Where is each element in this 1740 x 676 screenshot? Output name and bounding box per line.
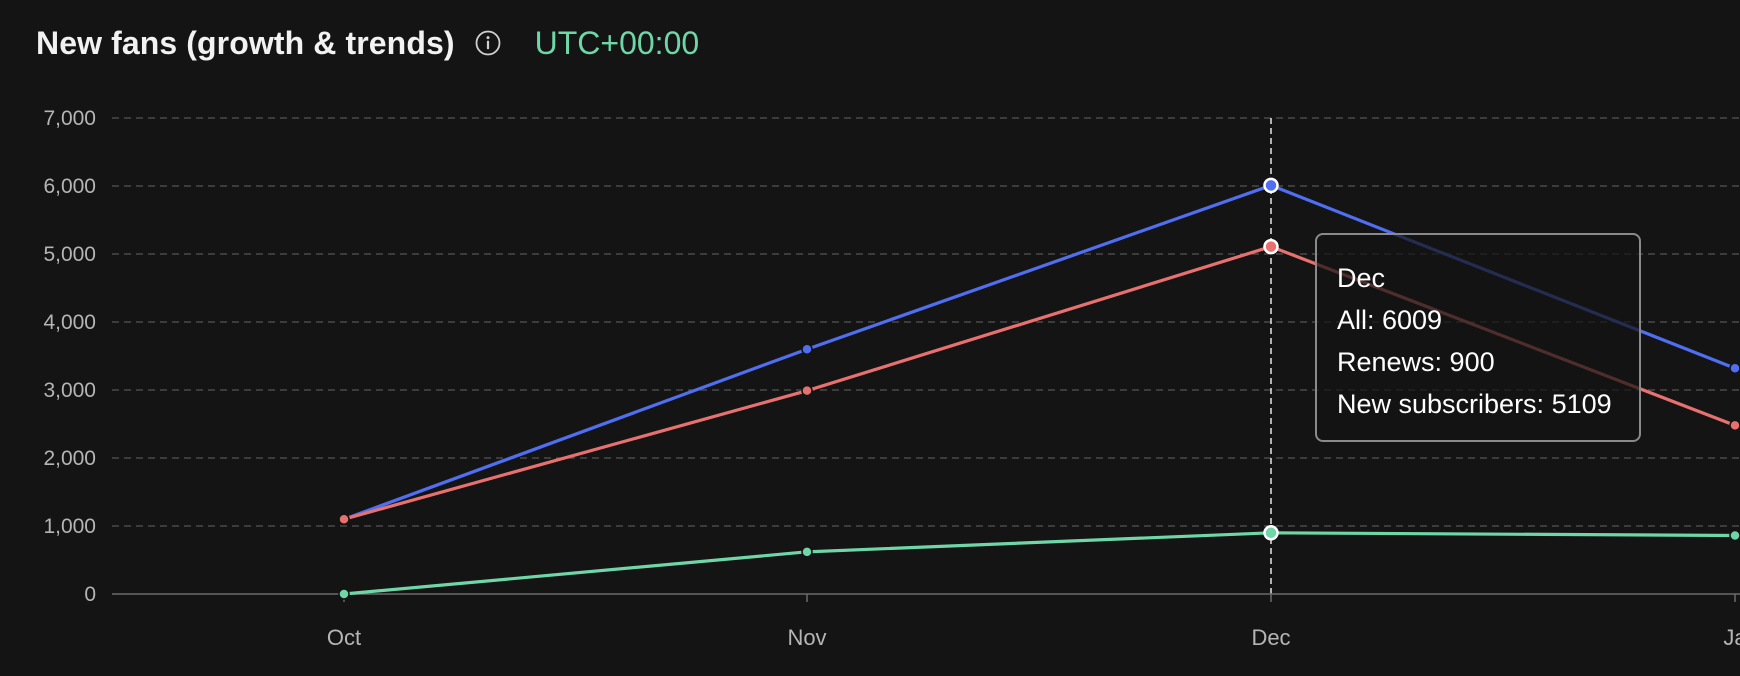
series-line-renews	[343, 531, 1736, 596]
info-circle-icon[interactable]	[475, 30, 501, 56]
chart-tooltip: Dec All: 6009 Renews: 900 New subscriber…	[1315, 233, 1641, 442]
axis-layer: 0 1,000 2,000 3,000 4,000 5,000 6,000 7,000 Oct N…	[43, 107, 1740, 650]
tooltip-all: All: 6009	[1337, 305, 1443, 335]
data-point-new_subscribers[interactable]	[801, 384, 813, 397]
data-point-all[interactable]	[1263, 177, 1279, 194]
data-point-renews[interactable]	[1729, 529, 1740, 542]
chart-title: New fans (growth & trends)	[36, 24, 455, 61]
data-point-new_subscribers[interactable]	[1263, 238, 1279, 255]
y-tick-label: 7,000	[43, 107, 96, 130]
data-point-all[interactable]	[801, 343, 813, 355]
y-tick-label: 3,000	[43, 379, 96, 402]
y-tick-label: 0	[84, 583, 96, 606]
data-point-all[interactable]	[1729, 362, 1740, 374]
y-tick-label: 2,000	[43, 447, 96, 470]
tooltip-renews: Renews: 900	[1337, 347, 1495, 377]
y-tick-label: 6,000	[43, 175, 96, 198]
tooltip-title: Dec	[1337, 263, 1386, 293]
points-layer	[338, 177, 1740, 600]
data-point-renews[interactable]	[801, 546, 813, 558]
data-point-renews[interactable]	[1263, 525, 1279, 541]
x-tick-label: Oct	[327, 625, 361, 650]
data-point-new_subscribers[interactable]	[1729, 419, 1740, 432]
x-tick-label: Dec	[1251, 625, 1290, 650]
y-tick-label: 4,000	[43, 311, 96, 334]
data-point-renews[interactable]	[338, 588, 350, 600]
chart-header: New fans (growth & trends) UTC+00:00	[36, 20, 699, 66]
data-point-new_subscribers[interactable]	[338, 513, 350, 525]
x-tick-label: Ja	[1723, 625, 1740, 650]
x-tick-label: Nov	[787, 625, 826, 650]
timezone-label[interactable]: UTC+00:00	[534, 24, 700, 61]
y-tick-label: 1,000	[43, 515, 96, 538]
tooltip-new-subscribers: New subscribers: 5109	[1337, 389, 1612, 419]
y-tick-label: 5,000	[43, 243, 96, 266]
